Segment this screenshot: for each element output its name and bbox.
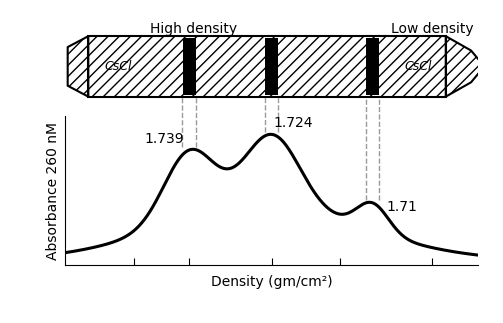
Text: 1.71: 1.71 (386, 200, 417, 214)
Text: CsCl: CsCl (104, 60, 132, 73)
Text: High density: High density (150, 22, 237, 36)
Text: 1.724: 1.724 (274, 116, 313, 130)
Y-axis label: Absorbance 260 nM: Absorbance 260 nM (46, 121, 60, 260)
Bar (89, 36, 446, 97)
Polygon shape (68, 36, 89, 97)
X-axis label: Density (gm/cm²): Density (gm/cm²) (211, 275, 332, 289)
Polygon shape (446, 36, 480, 97)
Text: Low density: Low density (391, 22, 473, 36)
Text: 1.739: 1.739 (144, 132, 184, 146)
Bar (366, 38, 379, 95)
Text: CsCl: CsCl (404, 60, 432, 73)
Bar (183, 38, 196, 95)
Bar (89, 36, 446, 97)
Bar (89, 36, 446, 97)
Bar (265, 38, 278, 95)
